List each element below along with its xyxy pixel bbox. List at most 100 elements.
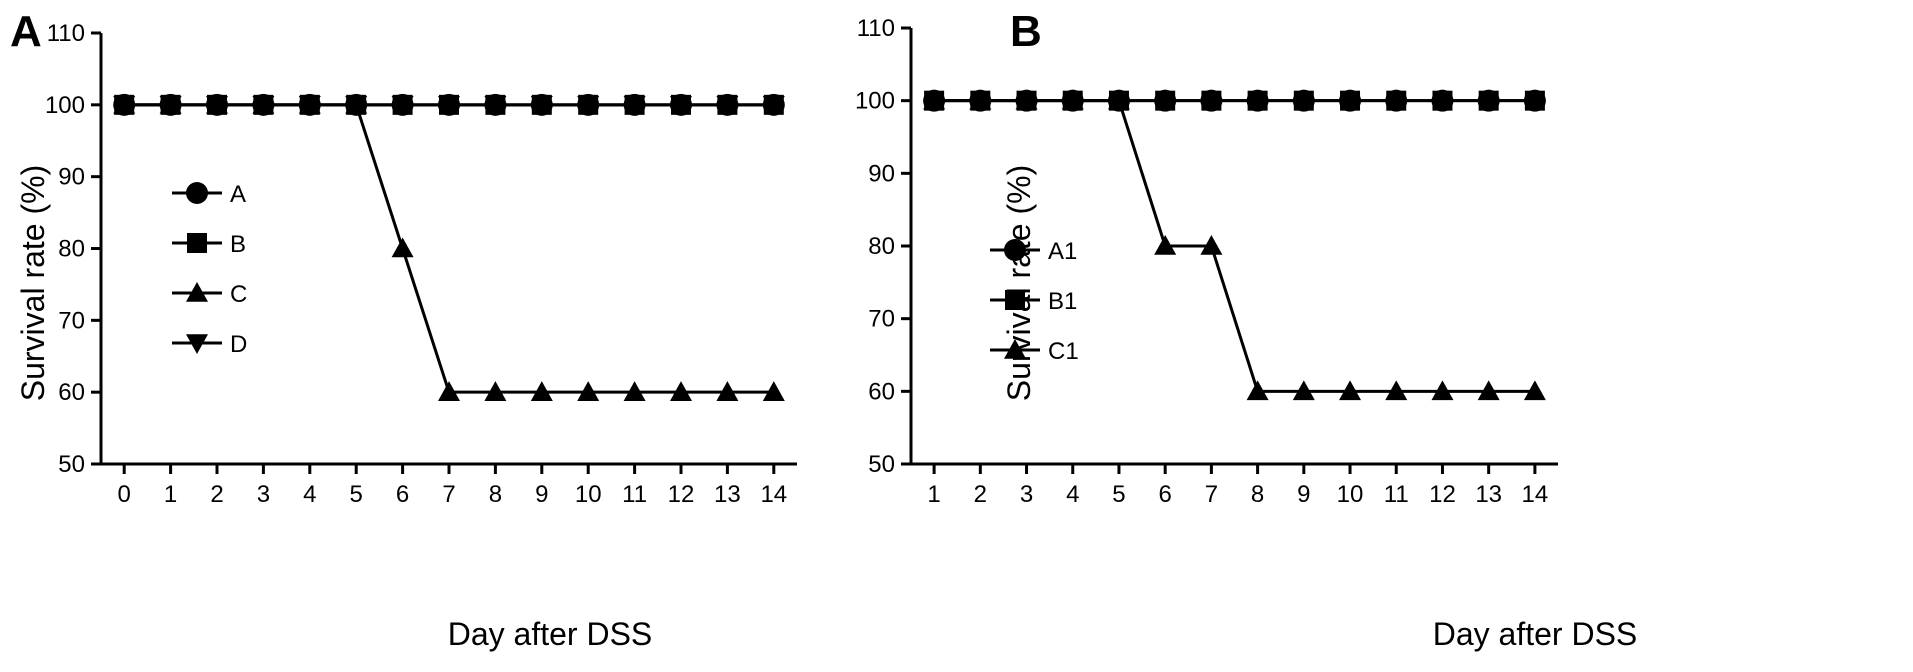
- x-tick-label: 0: [118, 481, 131, 508]
- x-tick-label: 9: [535, 481, 548, 508]
- legend-marker-b1: [1005, 290, 1025, 310]
- data-point-d: [623, 96, 646, 116]
- x-tick-label: 1: [164, 481, 177, 508]
- data-point-c1: [1061, 89, 1084, 110]
- x-tick-label: 12: [1429, 481, 1456, 508]
- data-point-d: [670, 96, 692, 116]
- data-point-b1: [1201, 90, 1222, 111]
- data-point-b1: [1340, 90, 1361, 111]
- panel-a-xlabel: Day after DSS: [448, 616, 653, 652]
- data-point-d: [530, 96, 553, 116]
- x-tick-label: 14: [1522, 481, 1549, 508]
- legend-marker-d: [186, 334, 208, 354]
- data-point-c1: [969, 89, 992, 110]
- legend-marker-a1: [1004, 239, 1026, 261]
- data-point-c1: [1339, 380, 1362, 401]
- x-tick-label: 13: [714, 481, 741, 508]
- x-tick-label: 2: [974, 481, 987, 508]
- data-point-d: [438, 96, 460, 116]
- legend-label: A1: [1048, 238, 1077, 265]
- data-point-b1: [1293, 90, 1314, 111]
- legend-label: D: [230, 331, 247, 358]
- y-tick-label: 70: [58, 307, 85, 334]
- data-point-d: [762, 96, 785, 116]
- x-tick-label: 13: [1475, 481, 1502, 508]
- data-point-c1: [1523, 380, 1546, 401]
- y-tick-label: 90: [868, 160, 895, 187]
- data-point-c1: [1246, 380, 1269, 401]
- data-point-c1: [1015, 89, 1038, 110]
- data-point-c: [438, 381, 460, 401]
- data-point-c: [530, 381, 553, 401]
- x-tick-label: 5: [350, 481, 363, 508]
- x-tick-label: 7: [1205, 481, 1218, 508]
- x-tick-label: 11: [1384, 481, 1409, 508]
- series-line-c: [124, 103, 774, 394]
- data-point-c: [762, 381, 785, 401]
- x-tick-label: 6: [1158, 481, 1171, 508]
- data-point-c1: [1154, 235, 1177, 255]
- panel-b-ylabel: Survival rate (%): [1001, 165, 1037, 402]
- data-point-d: [252, 96, 275, 116]
- data-point-c1: [1477, 380, 1500, 401]
- legend-marker-a: [186, 182, 208, 204]
- x-tick-label: 1: [927, 481, 940, 508]
- legend-label: A: [230, 181, 246, 208]
- data-point-c: [484, 381, 507, 401]
- panel-b-xlabel: Day after DSS: [1433, 616, 1638, 652]
- y-tick-label: 70: [868, 306, 895, 333]
- data-point-b1: [1432, 90, 1453, 111]
- legend-label: B1: [1048, 288, 1077, 315]
- data-point-c1: [923, 89, 946, 110]
- legend-label: B: [230, 231, 246, 258]
- data-point-d: [159, 96, 182, 116]
- data-point-c: [670, 381, 692, 401]
- data-point-c: [716, 381, 739, 401]
- data-point-d: [298, 96, 321, 116]
- x-tick-label: 12: [668, 481, 695, 508]
- y-tick-label: 90: [58, 164, 85, 191]
- data-point-c: [391, 237, 414, 258]
- legend-label: C1: [1048, 338, 1079, 365]
- legend-label: C: [230, 281, 247, 308]
- x-tick-label: 8: [489, 481, 502, 508]
- y-tick-label: 110: [47, 20, 85, 47]
- y-tick-label: 80: [58, 236, 85, 263]
- panel-b-letter: B: [1010, 7, 1042, 56]
- y-tick-label: 100: [45, 92, 85, 119]
- data-point-d: [716, 96, 739, 116]
- data-point-d: [391, 96, 414, 116]
- data-point-c1: [1200, 235, 1223, 255]
- data-point-d: [345, 96, 368, 116]
- x-tick-label: 9: [1297, 481, 1310, 508]
- x-tick-label: 11: [622, 481, 647, 508]
- x-tick-label: 14: [760, 481, 787, 508]
- data-point-d: [206, 96, 228, 116]
- x-tick-label: 5: [1112, 481, 1125, 508]
- x-tick-label: 6: [396, 481, 409, 508]
- x-tick-label: 10: [1337, 481, 1364, 508]
- data-point-c1: [1107, 89, 1130, 110]
- data-point-b1: [1386, 90, 1407, 111]
- x-tick-label: 10: [575, 481, 602, 508]
- data-point-b1: [1247, 90, 1268, 111]
- y-tick-label: 110: [857, 15, 895, 42]
- panel-a-ylabel: Survival rate (%): [15, 165, 51, 402]
- y-tick-label: 80: [868, 233, 895, 260]
- x-tick-label: 7: [442, 481, 455, 508]
- data-point-c1: [1385, 380, 1408, 401]
- data-point-c1: [1431, 380, 1454, 401]
- x-tick-label: 3: [1020, 481, 1033, 508]
- data-point-d: [484, 96, 507, 116]
- legend-marker-c1: [1004, 339, 1026, 359]
- y-tick-label: 100: [855, 88, 895, 115]
- y-tick-label: 50: [868, 451, 895, 478]
- legend-marker-c: [186, 282, 208, 302]
- x-tick-label: 2: [210, 481, 223, 508]
- data-point-b1: [1524, 90, 1545, 111]
- x-tick-label: 3: [257, 481, 270, 508]
- data-point-c: [577, 381, 600, 401]
- y-tick-label: 60: [868, 378, 895, 405]
